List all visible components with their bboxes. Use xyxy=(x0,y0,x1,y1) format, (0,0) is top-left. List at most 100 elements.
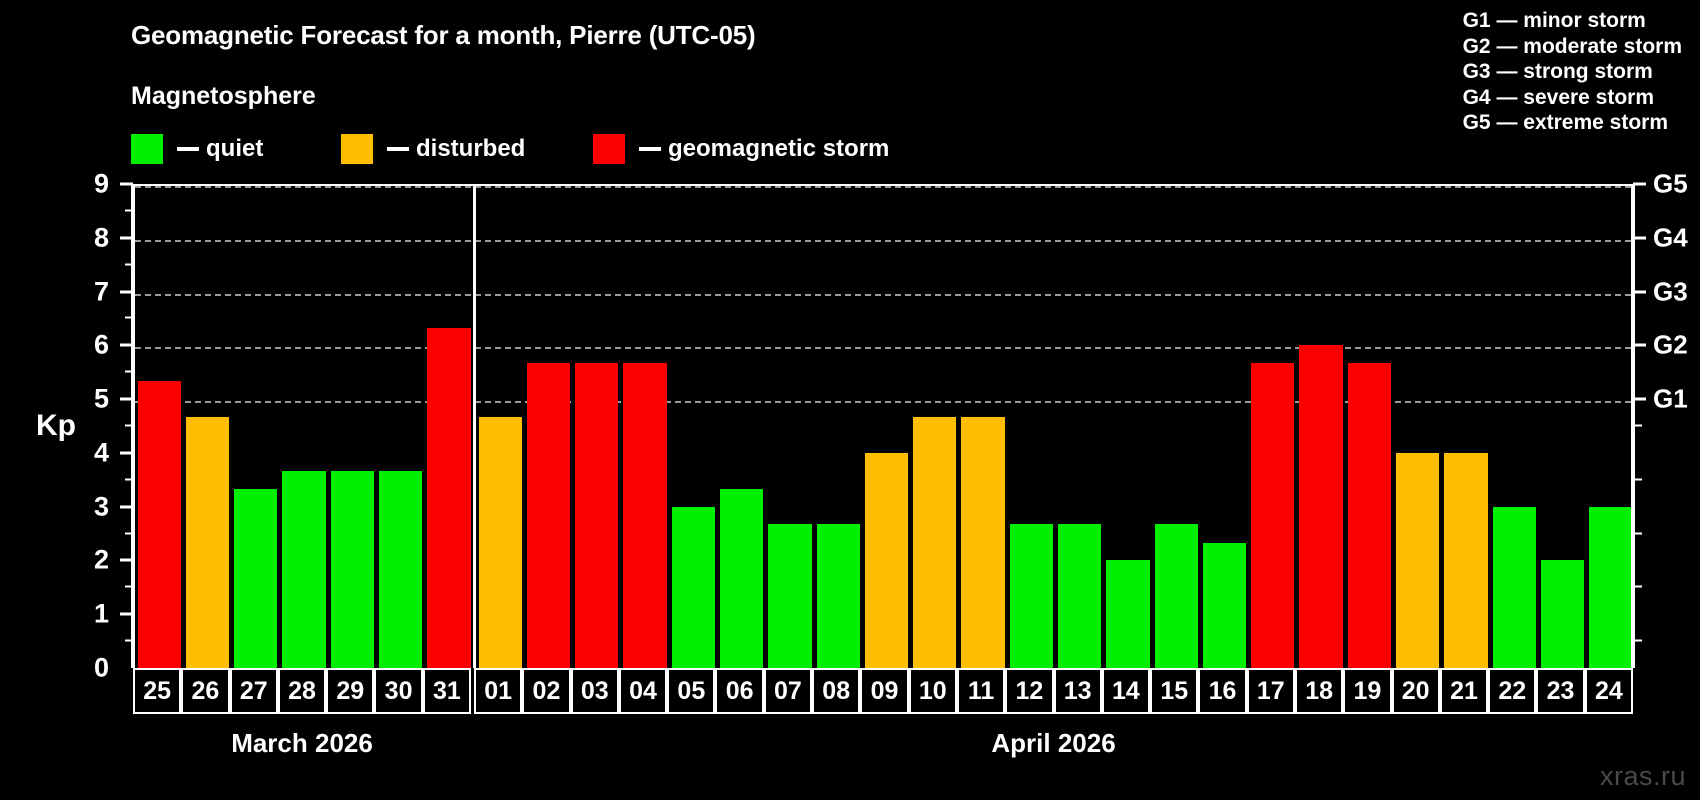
y-tick-mark-8 xyxy=(120,236,133,240)
date-label-16[interactable]: 16 xyxy=(1198,668,1247,714)
y-tick-mark-3 xyxy=(120,505,133,509)
date-label-20[interactable]: 20 xyxy=(1391,668,1440,714)
bar-18 xyxy=(1299,345,1343,668)
gridline-kp-5 xyxy=(135,401,1631,404)
legend-item-quiet: quiet xyxy=(131,132,263,166)
plot-inner xyxy=(135,186,1631,668)
g-scale-key: G1 — minor storm G2 — moderate storm G3 — … xyxy=(1463,8,1682,136)
date-label-03[interactable]: 03 xyxy=(570,668,619,714)
date-label-14[interactable]: 14 xyxy=(1101,668,1151,714)
g-tick-label-G5: G5 xyxy=(1653,168,1688,199)
date-label-07[interactable]: 07 xyxy=(763,668,813,714)
month-caption-march: March 2026 xyxy=(231,728,373,758)
bar-08 xyxy=(816,524,860,668)
date-label-13[interactable]: 13 xyxy=(1053,668,1102,714)
bar-19 xyxy=(1347,363,1392,668)
date-label-08[interactable]: 08 xyxy=(812,668,861,714)
legend-label: quiet xyxy=(206,135,264,162)
y-tick-label-7: 7 xyxy=(93,276,109,307)
date-label-25[interactable]: 25 xyxy=(133,668,182,714)
g-tick-mark-G3 xyxy=(1633,290,1646,294)
y-tick-label-2: 2 xyxy=(93,544,109,575)
date-label-27[interactable]: 27 xyxy=(229,668,278,714)
date-label-01[interactable]: 01 xyxy=(474,668,523,714)
g-tick-label-G1: G1 xyxy=(1653,383,1688,414)
gridline-kp-7 xyxy=(135,293,1631,296)
date-label-05[interactable]: 05 xyxy=(667,668,716,714)
date-label-06[interactable]: 06 xyxy=(715,668,764,714)
y-tick-label-9: 9 xyxy=(93,168,109,199)
bar-31 xyxy=(427,327,471,668)
date-label-23[interactable]: 23 xyxy=(1536,668,1585,714)
y-tick-mark-4 xyxy=(120,451,133,455)
g-minor-tick-2.5 xyxy=(1633,532,1642,535)
g-scale-key-row-1: G1 — minor storm xyxy=(1462,9,1646,32)
month-caption-april: April 2026 xyxy=(991,728,1116,758)
legend-item-disturbed: disturbed xyxy=(341,132,525,166)
y-minor-tick-8.5 xyxy=(125,209,133,212)
y-tick-mark-1 xyxy=(120,612,133,616)
date-label-12[interactable]: 12 xyxy=(1005,668,1054,714)
date-label-17[interactable]: 17 xyxy=(1246,668,1295,714)
date-label-24[interactable]: 24 xyxy=(1584,668,1633,714)
date-label-29[interactable]: 29 xyxy=(326,668,375,714)
legend-label: geomagnetic storm xyxy=(668,135,890,162)
date-label-18[interactable]: 18 xyxy=(1294,668,1344,714)
chart-plot-area xyxy=(133,184,1633,668)
bar-29 xyxy=(330,470,374,668)
bar-26 xyxy=(185,416,230,668)
magnetosphere-label: Magnetosphere xyxy=(131,82,316,110)
y-tick-label-4: 4 xyxy=(93,437,109,468)
gridline-kp-6 xyxy=(135,347,1631,350)
legend-label: disturbed xyxy=(416,135,526,162)
bar-23 xyxy=(1540,560,1585,668)
date-label-02[interactable]: 02 xyxy=(522,668,571,714)
g-scale-key-row-2: G2 — moderate storm xyxy=(1462,34,1682,58)
y-minor-tick-5.5 xyxy=(125,370,133,373)
bar-03 xyxy=(575,363,619,668)
g-minor-tick-0.5 xyxy=(1633,639,1642,642)
bar-series xyxy=(135,186,1631,668)
date-label-31[interactable]: 31 xyxy=(422,668,472,714)
g-scale-key-row-5: G5 — extreme storm xyxy=(1462,111,1669,134)
bar-13 xyxy=(1058,524,1102,668)
bar-22 xyxy=(1492,506,1536,668)
month-divider xyxy=(473,186,477,668)
g-minor-tick-4.5 xyxy=(1633,424,1642,427)
bar-28 xyxy=(282,470,326,668)
y-tick-label-8: 8 xyxy=(93,222,109,253)
date-label-30[interactable]: 30 xyxy=(374,668,423,714)
gridline-kp-8 xyxy=(135,239,1631,242)
date-label-09[interactable]: 09 xyxy=(860,668,909,714)
date-label-19[interactable]: 19 xyxy=(1343,668,1392,714)
date-label-21[interactable]: 21 xyxy=(1439,668,1489,714)
y-tick-label-6: 6 xyxy=(93,329,109,360)
date-label-10[interactable]: 10 xyxy=(908,668,957,714)
date-label-11[interactable]: 11 xyxy=(956,668,1006,714)
legend-dash-icon xyxy=(639,147,661,151)
date-label-04[interactable]: 04 xyxy=(618,668,668,714)
y-tick-mark-9 xyxy=(120,182,133,186)
quiet-swatch xyxy=(131,134,163,164)
date-label-15[interactable]: 15 xyxy=(1150,668,1199,714)
date-label-26[interactable]: 26 xyxy=(181,668,230,714)
gridline-kp-9 xyxy=(135,186,1631,188)
g-scale-key-row-4: G4 — severe storm xyxy=(1462,85,1655,109)
date-label-28[interactable]: 28 xyxy=(277,668,327,714)
date-label-22[interactable]: 22 xyxy=(1488,668,1537,714)
g-minor-tick-1.5 xyxy=(1633,585,1642,588)
bar-30 xyxy=(378,470,423,668)
bar-17 xyxy=(1251,363,1295,668)
bar-05 xyxy=(671,506,715,668)
legend-dash-icon xyxy=(387,147,409,151)
bar-11 xyxy=(961,416,1005,668)
watermark: xras.ru xyxy=(1599,761,1686,791)
y-minor-tick-1.5 xyxy=(125,585,133,588)
y-tick-label-5: 5 xyxy=(93,383,109,414)
bar-15 xyxy=(1154,524,1198,668)
bar-01 xyxy=(478,416,522,668)
g-tick-label-G2: G2 xyxy=(1653,329,1688,360)
y-axis-title: Kp xyxy=(36,409,76,442)
y-tick-mark-5 xyxy=(120,397,133,401)
y-tick-mark-7 xyxy=(120,290,133,294)
